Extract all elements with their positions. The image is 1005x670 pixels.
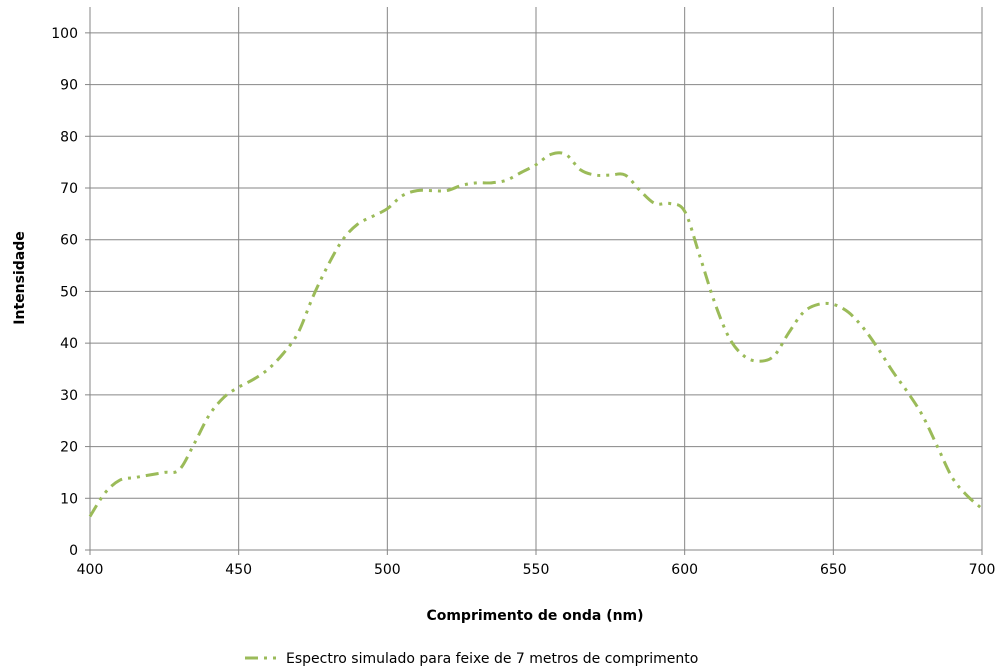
y-tick-label: 100 <box>51 26 78 42</box>
series-line <box>88 151 983 518</box>
y-axis-title: Intensidade <box>12 231 28 324</box>
axes <box>85 7 983 555</box>
y-tick-label: 20 <box>60 440 78 456</box>
y-tick-label: 30 <box>60 388 78 404</box>
x-tick-label: 700 <box>969 562 996 578</box>
x-tick-label: 400 <box>77 562 104 578</box>
x-axis-title: Comprimento de onda (nm) <box>426 608 643 624</box>
tick-labels: 0 10 20 30 40 50 60 70 80 90 100 400 450 500 550 600 650… <box>51 26 995 578</box>
x-tick-label: 550 <box>523 562 550 578</box>
y-tick-label: 50 <box>60 284 78 300</box>
y-tick-label: 0 <box>69 543 78 559</box>
y-tick-label: 90 <box>60 78 78 94</box>
legend: Espectro simulado para feixe de 7 metros… <box>245 651 698 667</box>
x-tick-label: 450 <box>225 562 252 578</box>
gridlines <box>90 7 983 550</box>
y-tick-label: 80 <box>60 129 78 145</box>
x-tick-label: 500 <box>374 562 401 578</box>
y-tick-label: 10 <box>60 491 78 507</box>
x-tick-label: 600 <box>671 562 698 578</box>
y-tick-label: 40 <box>60 336 78 352</box>
y-tick-label: 70 <box>60 181 78 197</box>
x-tick-label: 650 <box>820 562 847 578</box>
y-tick-label: 60 <box>60 233 78 249</box>
series-layer <box>88 151 983 518</box>
legend-label: Espectro simulado para feixe de 7 metros… <box>286 651 698 667</box>
